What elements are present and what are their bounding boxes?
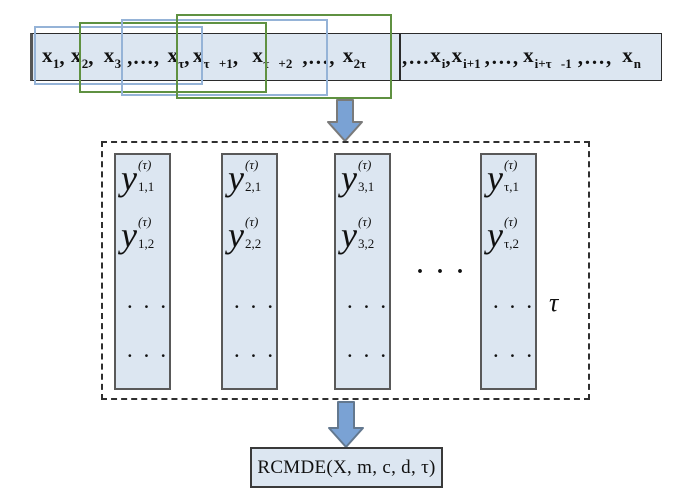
sequence-token: x2τ [342,42,367,71]
ellipsis-vertical: ··· [127,346,178,365]
sequence-token: xi [430,42,446,71]
y-label: y (τ) 2,1 [228,157,262,198]
y-label: y (τ) τ,2 [487,214,519,255]
sequence-token: , [88,44,94,69]
signal-bar [30,33,662,81]
y-label: y (τ) 2,2 [228,214,262,255]
sequence-token: , [59,44,65,69]
sequence-token: xi+1 [451,42,481,71]
sequence-token: ,…, [484,44,520,69]
y-label: y (τ) τ,1 [487,157,519,198]
grain-column: y (τ) τ,1 y (τ) τ,2 ··· ··· [480,153,537,390]
sequence-token: xτ +2 [252,42,293,71]
window-rect-2 [79,22,267,93]
y-label: y (τ) 3,1 [341,157,375,198]
bar-divider [399,34,401,80]
tau-label: τ [549,288,559,317]
coarse-graining-box [101,141,590,400]
output-box-label: RCMDE(X, m, c, d, τ) [257,456,436,478]
y-label: y (τ) 3,2 [341,214,375,255]
down-arrow-top-icon [327,99,363,142]
window-rect-3 [121,19,328,96]
window-rect-1 [34,26,203,85]
sequence-token: , [232,44,239,69]
grain-column: y (τ) 2,1 y (τ) 2,2 ··· ··· [221,153,278,390]
window-rect-4 [176,14,392,99]
sequence-token: x1 [42,42,60,71]
ellipsis-vertical: ··· [493,297,544,316]
sequence-token: xi+τ -1 [523,42,572,71]
sequence-text-right: ,… xi, xi+1,…, xi+τ -1,…, xn [402,33,641,81]
ellipsis-vertical: ··· [127,297,178,316]
ellipsis-vertical: ··· [234,346,285,365]
down-arrow-bottom-icon [328,401,364,448]
sequence-token: ,…, [577,44,613,69]
ellipsis-horizontal: ··· [415,259,476,285]
sequence-token: ,…, [127,44,160,69]
y-label: y (τ) 1,1 [121,157,155,198]
sequence-token: , [445,44,452,69]
ellipsis-vertical: ··· [347,346,398,365]
ellipsis-vertical: ··· [493,346,544,365]
sequence-token: xn [622,42,641,71]
ellipsis-vertical: ··· [347,297,398,316]
grain-column: y (τ) 3,1 y (τ) 3,2 ··· ··· [334,153,391,390]
sequence-text-left: x1, x2, x3,…, xτ , xτ +1, xτ +2,…, x2τ [42,33,366,81]
y-label: y (τ) 1,2 [121,214,155,255]
grain-column: y (τ) 1,1 y (τ) 1,2 ··· ··· [114,153,171,390]
sequence-token: xτ [167,42,185,71]
sequence-token: ,…, [302,44,335,69]
sequence-token: ,… [402,44,431,69]
sequence-token: x3 [103,42,122,71]
output-box: RCMDE(X, m, c, d, τ) [250,447,443,488]
sequence-token: xτ +1 [192,42,233,71]
ellipsis-vertical: ··· [234,297,285,316]
sequence-token: , [184,44,190,69]
sequence-token: x2 [70,42,89,71]
